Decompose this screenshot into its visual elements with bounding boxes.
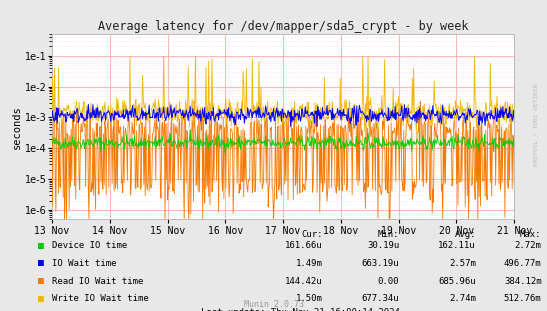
Text: 512.76m: 512.76m [504, 295, 542, 303]
Text: Read IO Wait time: Read IO Wait time [52, 277, 143, 285]
Text: 2.74m: 2.74m [449, 295, 476, 303]
Text: 677.34u: 677.34u [362, 295, 399, 303]
Text: 685.96u: 685.96u [438, 277, 476, 285]
Text: 1.50m: 1.50m [296, 295, 323, 303]
Text: 0.00: 0.00 [378, 277, 399, 285]
Text: Cur:: Cur: [301, 230, 323, 239]
Text: RRDTOOL / TOBI OETIKER: RRDTOOL / TOBI OETIKER [534, 83, 539, 166]
Text: 30.19u: 30.19u [367, 241, 399, 250]
Text: ■: ■ [38, 241, 44, 251]
Text: 144.42u: 144.42u [285, 277, 323, 285]
Text: 2.57m: 2.57m [449, 259, 476, 268]
Text: Min:: Min: [378, 230, 399, 239]
Text: ■: ■ [38, 276, 44, 286]
Text: Device IO time: Device IO time [52, 241, 127, 250]
Text: 2.72m: 2.72m [515, 241, 542, 250]
Text: Last update: Thu Nov 21 16:00:14 2024: Last update: Thu Nov 21 16:00:14 2024 [201, 308, 400, 311]
Text: 1.49m: 1.49m [296, 259, 323, 268]
Text: 161.66u: 161.66u [285, 241, 323, 250]
Text: Max:: Max: [520, 230, 542, 239]
Text: 663.19u: 663.19u [362, 259, 399, 268]
Text: ■: ■ [38, 258, 44, 268]
Text: Write IO Wait time: Write IO Wait time [52, 295, 149, 303]
Title: Average latency for /dev/mapper/sda5_crypt - by week: Average latency for /dev/mapper/sda5_cry… [98, 20, 468, 33]
Text: Munin 2.0.73: Munin 2.0.73 [243, 300, 304, 309]
Text: 162.11u: 162.11u [438, 241, 476, 250]
Text: ■: ■ [38, 294, 44, 304]
Text: IO Wait time: IO Wait time [52, 259, 117, 268]
Text: 496.77m: 496.77m [504, 259, 542, 268]
Text: Avg:: Avg: [455, 230, 476, 239]
Y-axis label: seconds: seconds [11, 105, 22, 149]
Text: 384.12m: 384.12m [504, 277, 542, 285]
